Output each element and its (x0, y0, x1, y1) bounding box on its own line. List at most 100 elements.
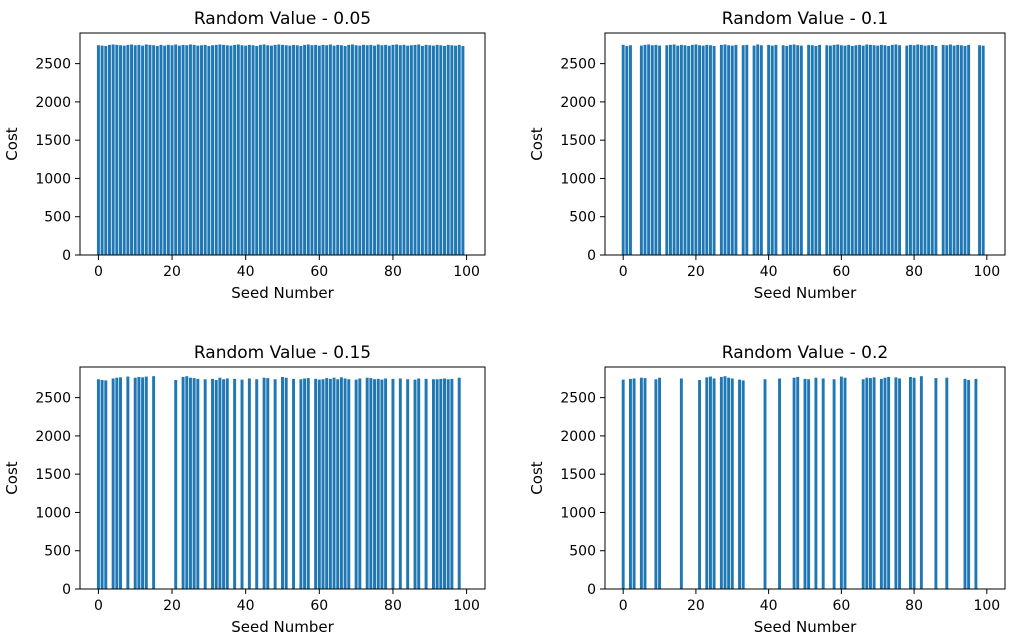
bar-seed-65 (858, 44, 861, 256)
bar-seed-99 (461, 46, 465, 256)
bar-seed-24 (709, 45, 712, 255)
bar-seed-94 (443, 378, 446, 589)
y-tick-label: 2000 (560, 429, 596, 445)
bar-seed-29 (203, 379, 207, 589)
bar-seed-82 (919, 376, 923, 589)
bar-seed-82 (398, 378, 402, 589)
bar-seed-64 (332, 377, 336, 589)
bar-seed-24 (185, 45, 189, 255)
bar-seed-6 (643, 44, 647, 256)
bar-seed-40 (244, 45, 248, 255)
axes-frame (79, 366, 486, 590)
bar-seed-92 (956, 44, 960, 256)
bar-seed-1 (100, 45, 104, 255)
bar-seed-51 (807, 44, 811, 256)
bar-seed-48 (796, 45, 800, 255)
bar-seed-70 (354, 379, 358, 589)
bar-seed-71 (879, 378, 883, 589)
bar-seed-78 (384, 44, 388, 256)
bar-seed-59 (836, 44, 840, 256)
x-tick-label: 20 (687, 264, 705, 280)
bar-seed-41 (247, 378, 251, 589)
x-axis-label: Seed Number (754, 618, 857, 636)
x-tick-label: 40 (760, 598, 778, 614)
bar-seed-98 (457, 44, 461, 256)
bar-seed-37 (233, 44, 237, 256)
bar-seed-60 (839, 45, 843, 255)
bar-seed-26 (192, 378, 196, 589)
bar-seed-97 (454, 45, 458, 255)
y-tick-label: 500 (569, 544, 596, 560)
bar-seed-1 (625, 46, 629, 256)
bar-seed-29 (727, 45, 731, 255)
x-tick-label: 40 (760, 264, 778, 280)
bar-seed-76 (376, 378, 380, 589)
bar-seed-24 (185, 376, 189, 589)
bar-seed-70 (876, 45, 880, 255)
bar-seed-8 (650, 45, 654, 255)
x-tick-label: 60 (832, 264, 850, 280)
bar-seed-66 (339, 377, 343, 589)
bar-seed-10 (658, 377, 661, 589)
bar-seed-95 (967, 380, 971, 589)
x-tick-label: 80 (905, 598, 923, 614)
bar-seed-33 (741, 45, 745, 255)
bar-seed-13 (144, 44, 148, 256)
x-tick-label: 80 (905, 264, 923, 280)
bar-seed-77 (380, 45, 384, 255)
bar-seed-70 (354, 45, 358, 255)
bar-seed-80 (391, 378, 395, 589)
bar-seed-25 (712, 378, 716, 589)
axes-frame (604, 366, 1006, 590)
bar-seed-4 (111, 378, 115, 589)
bar-seed-84 (406, 379, 410, 589)
bar-seed-53 (814, 377, 818, 589)
bar-seed-67 (343, 378, 347, 589)
bar-seed-79 (909, 376, 912, 589)
bar-seed-14 (148, 44, 152, 256)
y-axis-label: Cost (528, 127, 546, 160)
bar-seed-86 (413, 44, 417, 256)
bar-seed-44 (781, 45, 785, 255)
x-tick-label: 80 (384, 598, 402, 614)
bar-seed-80 (912, 377, 916, 589)
bar-seed-88 (420, 46, 424, 256)
bar-seed-97 (974, 378, 978, 589)
bar-seed-23 (181, 376, 185, 589)
bar-seed-87 (417, 378, 421, 589)
bar-seed-35 (225, 45, 229, 255)
bar-seed-75 (894, 44, 898, 256)
y-tick-label: 0 (62, 248, 71, 264)
bar-seed-23 (705, 377, 709, 589)
bar-seed-63 (850, 46, 854, 256)
bar-seed-98 (978, 45, 981, 255)
bar-seed-27 (196, 45, 200, 255)
bar-seed-7 (122, 45, 126, 255)
x-tick-label: 60 (310, 264, 328, 280)
bar-seed-86 (934, 378, 938, 589)
bar-seed-82 (398, 45, 402, 255)
bar-seed-77 (380, 379, 384, 589)
bar-seed-17 (683, 45, 687, 255)
bar-seed-28 (723, 376, 727, 589)
bar-seed-14 (672, 44, 676, 256)
bar-seed-87 (417, 44, 421, 256)
bar-seed-89 (945, 45, 949, 255)
bar-seed-58 (832, 379, 836, 589)
bar-seed-16 (679, 378, 683, 589)
bar-seed-5 (639, 377, 643, 589)
bar-seed-46 (789, 44, 792, 256)
bar-seed-83 (923, 45, 927, 255)
bar-seed-71 (358, 378, 362, 589)
bar-seed-43 (778, 378, 781, 589)
x-axis-label: Seed Number (231, 618, 334, 636)
bar-seed-69 (872, 45, 876, 255)
bar-seed-91 (431, 45, 435, 255)
bar-seed-26 (192, 44, 196, 256)
bar-seed-91 (952, 45, 956, 255)
x-tick-label: 100 (453, 264, 480, 280)
x-tick-label: 20 (163, 598, 181, 614)
bar-seed-60 (317, 45, 321, 255)
bar-seed-44 (258, 44, 262, 256)
